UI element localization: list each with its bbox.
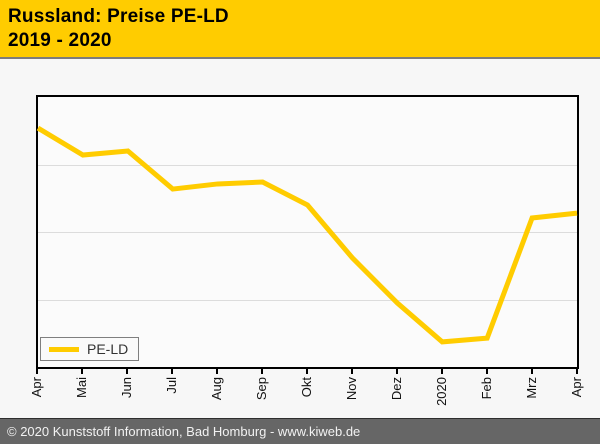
x-axis-tick bbox=[36, 369, 38, 374]
x-axis-tick bbox=[531, 369, 533, 374]
x-axis-tick bbox=[261, 369, 263, 374]
x-axis-label: 2020 bbox=[434, 377, 449, 406]
x-axis-label: Jun bbox=[118, 377, 134, 398]
legend-swatch-peld bbox=[49, 346, 79, 352]
x-axis-tick bbox=[486, 369, 488, 374]
legend-label: PE-LD bbox=[87, 341, 129, 357]
price-line-chart bbox=[38, 97, 577, 367]
x-axis-label: Sep bbox=[254, 377, 269, 401]
x-axis-tick bbox=[216, 369, 218, 374]
x-axis-tick bbox=[396, 369, 398, 374]
x-axis-label: Mrz bbox=[523, 377, 539, 399]
x-axis: Apr Mai Jun Jul Aug Sep Okt Nov Dez 2020 Feb Mrz Apr bbox=[29, 369, 584, 417]
gridline bbox=[38, 299, 577, 301]
x-axis-label: Apr bbox=[29, 377, 44, 398]
chart-title: Russland: Preise PE-LD bbox=[8, 6, 229, 27]
x-axis-tick bbox=[306, 369, 308, 374]
header-banner: Russland: Preise PE-LD 2019 - 2020 bbox=[0, 0, 600, 59]
x-axis-label: Jul bbox=[164, 377, 179, 394]
legend: PE-LD bbox=[40, 337, 140, 361]
x-axis-label: Dez bbox=[388, 377, 404, 401]
x-axis-tick bbox=[351, 369, 353, 374]
price-line bbox=[38, 128, 577, 342]
x-axis-label: Aug bbox=[208, 377, 224, 401]
x-axis-tick bbox=[126, 369, 128, 374]
x-axis-label: Okt bbox=[299, 377, 314, 398]
x-axis-tick bbox=[171, 369, 173, 374]
x-axis-label: Mai bbox=[73, 377, 89, 398]
gridline bbox=[38, 232, 577, 233]
copyright-text: © 2020 Kunststoff Information, Bad Hombu… bbox=[7, 424, 361, 439]
x-axis-label: Nov bbox=[344, 377, 359, 401]
chart-subtitle: 2019 - 2020 bbox=[8, 30, 112, 51]
x-axis-label: Feb bbox=[479, 377, 494, 400]
x-axis-tick bbox=[441, 369, 443, 374]
plot-area bbox=[36, 95, 579, 369]
x-axis-label: Apr bbox=[569, 377, 584, 398]
x-axis-tick bbox=[81, 369, 83, 374]
footer-bar: © 2020 Kunststoff Information, Bad Hombu… bbox=[0, 418, 600, 444]
gridline bbox=[38, 164, 577, 166]
x-axis-tick bbox=[576, 369, 578, 374]
